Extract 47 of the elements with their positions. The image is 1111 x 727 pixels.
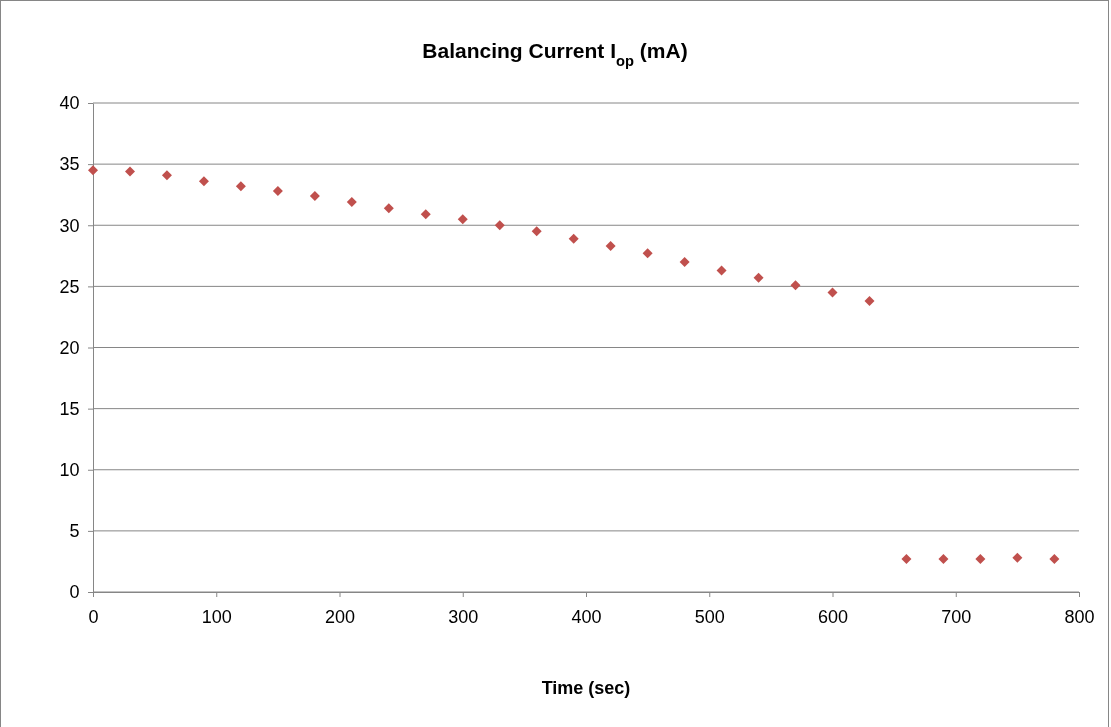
point — [272, 186, 283, 197]
point — [1049, 553, 1060, 564]
point — [605, 241, 616, 252]
y-tick-label: 30 — [59, 215, 80, 236]
y-tick-label: 10 — [59, 460, 80, 481]
point — [346, 197, 357, 208]
point — [420, 209, 431, 220]
y-tick-label: 25 — [59, 276, 80, 297]
point — [494, 220, 505, 231]
x-tick-label: 200 — [324, 607, 356, 628]
x-tick-label: 700 — [941, 607, 972, 628]
point — [161, 170, 172, 181]
y-tick-label: 5 — [69, 521, 80, 542]
point — [568, 233, 579, 244]
y-tick-label: 20 — [59, 337, 80, 358]
y-tick-label: 0 — [69, 582, 80, 603]
y-tick-label: 35 — [59, 154, 80, 175]
point — [975, 553, 986, 564]
chart-title: Balancing Current I$_{op}$ (mA) — [422, 39, 688, 69]
point — [642, 248, 653, 259]
x-tick-label: 600 — [817, 607, 849, 628]
point — [716, 265, 727, 276]
point — [938, 553, 949, 564]
point — [383, 203, 394, 214]
point — [235, 181, 246, 192]
x-tick-label: 500 — [694, 607, 725, 628]
point — [827, 287, 838, 298]
x-tick-label: 800 — [1064, 607, 1095, 628]
point — [1012, 552, 1023, 563]
x-tick-label: 300 — [448, 607, 479, 628]
point — [124, 166, 135, 177]
point — [901, 553, 912, 564]
x-tick-label: 0 — [88, 607, 99, 628]
point — [457, 214, 468, 225]
point — [531, 226, 542, 237]
point — [790, 280, 801, 291]
x-tick-label: 400 — [571, 607, 602, 628]
y-tick-label: 40 — [59, 93, 80, 114]
point — [88, 165, 98, 176]
point — [679, 256, 690, 267]
y-tick-label: 15 — [59, 398, 80, 419]
point — [864, 296, 875, 307]
x-axis-title: Time (sec) — [541, 678, 631, 698]
point — [198, 176, 209, 187]
point — [753, 272, 764, 283]
point — [309, 190, 320, 201]
x-tick-label: 100 — [201, 607, 232, 628]
